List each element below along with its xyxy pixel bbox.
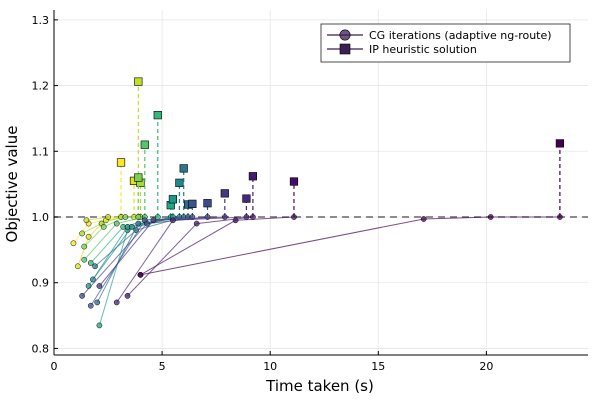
grid-layer (53, 10, 588, 355)
series-1 (74, 176, 139, 270)
series-2 (83, 77, 143, 224)
x-axis-label: Time taken (s) (265, 377, 374, 395)
cg-point (113, 299, 120, 306)
series-line (140, 216, 560, 276)
x-tick-label: 20 (479, 360, 493, 373)
y-axis-label: Objective value (3, 126, 21, 243)
cg-point (420, 216, 427, 222)
ip-point (188, 199, 197, 208)
cg-point (144, 220, 150, 227)
cg-point (113, 220, 120, 227)
y-tick-label: 1.3 (32, 14, 50, 27)
cg-point (100, 224, 107, 230)
series-layer (70, 77, 564, 329)
cg-point (105, 214, 111, 220)
cg-point (221, 214, 228, 220)
cg-point (122, 214, 129, 220)
ip-point (116, 158, 126, 167)
cg-point (243, 214, 250, 220)
x-tick-label: 0 (51, 360, 58, 373)
cg-point (92, 263, 98, 270)
cg-point (96, 283, 103, 289)
ip-point (140, 140, 149, 149)
cg-point (74, 263, 81, 270)
legend-label-ip: IP heuristic solution (369, 43, 477, 56)
y-tick-label: 1.2 (32, 80, 50, 93)
legend-marker-cg-icon (339, 29, 351, 41)
series-line (140, 216, 295, 276)
y-tick-label: 0.9 (32, 277, 50, 290)
cg-point (124, 293, 131, 299)
legend-marker-ip-icon (339, 43, 351, 55)
ip-point (134, 173, 143, 182)
cg-point (90, 276, 96, 283)
ip-point (168, 195, 178, 204)
cg-point (137, 271, 144, 278)
cg-point (94, 299, 101, 306)
ip-point (179, 164, 188, 173)
cg-point (83, 217, 90, 224)
ip-point (220, 189, 229, 198)
cg-point (170, 217, 176, 224)
cg-point (87, 302, 94, 309)
y-tick-label: 1.1 (32, 145, 50, 158)
ip-point (248, 172, 257, 181)
ip-point (153, 111, 162, 120)
cg-point (81, 256, 88, 263)
series-0 (70, 158, 126, 247)
axes-layer: 0 5 10 15 20 0.8 0.9 1.0 1.1 1.2 1.3 (32, 10, 588, 373)
cg-point (128, 224, 135, 230)
ip-point (242, 194, 251, 203)
series-18 (137, 139, 564, 278)
x-tick-label: 10 (263, 360, 277, 373)
legend: CG iterations (adaptive ng-route) IP heu… (320, 23, 571, 63)
cg-point (232, 217, 239, 224)
y-tick-label: 0.8 (32, 342, 50, 355)
ip-point (134, 77, 143, 86)
ip-point (289, 177, 299, 186)
cg-point (193, 220, 200, 227)
x-tick-label: 5 (159, 360, 166, 373)
cg-point (557, 214, 563, 220)
series-16 (124, 172, 257, 299)
cg-point (150, 217, 157, 224)
legend-label-cg: CG iterations (adaptive ng-route) (369, 29, 552, 42)
ip-point (555, 139, 564, 148)
legend-box (320, 23, 571, 63)
cg-point (79, 230, 85, 237)
x-tick-label: 15 (371, 360, 385, 373)
ip-point (203, 199, 212, 208)
ip-point (175, 178, 184, 187)
series-line (73, 216, 122, 244)
series-17 (137, 177, 299, 278)
cg-point (96, 322, 103, 329)
cg-point (70, 240, 77, 247)
cg-point (85, 233, 92, 240)
y-tick-label: 1.0 (32, 211, 50, 224)
series-15 (113, 194, 251, 306)
cg-point (291, 214, 297, 220)
cg-point (81, 243, 88, 250)
cg-point (135, 220, 142, 227)
cg-point (487, 214, 494, 220)
cg-point (87, 260, 94, 266)
cg-point (79, 293, 85, 299)
